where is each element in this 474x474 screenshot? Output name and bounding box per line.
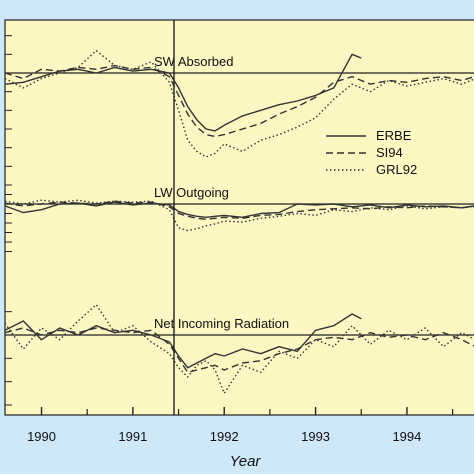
- series-line-erbe: [4, 53, 362, 132]
- series-line-si94: [4, 327, 474, 373]
- series-line-si94: [4, 200, 474, 220]
- legend: ERBE SI94 GRL92: [326, 128, 417, 177]
- x-tick-label: 1993: [301, 429, 330, 444]
- series-line-grl92: [4, 199, 474, 232]
- x-tick-label: 1990: [27, 429, 56, 444]
- x-tick-label: 1994: [392, 429, 421, 444]
- panel-3: Net Incoming Radiation: [4, 304, 474, 406]
- x-axis-title: Year: [230, 453, 262, 470]
- panel-title: SW Absorbed: [154, 54, 234, 69]
- series-line-grl92: [4, 49, 474, 158]
- x-tick-label: 1991: [118, 429, 147, 444]
- legend-label-grl92: GRL92: [376, 162, 417, 177]
- panel-2: LW Outgoing: [4, 184, 474, 252]
- legend-label-erbe: ERBE: [376, 128, 412, 143]
- legend-label-si94: SI94: [376, 145, 403, 160]
- panel-title: Net Incoming Radiation: [154, 316, 289, 331]
- x-axis: 1990 1991 1992 1993 1994: [27, 407, 454, 444]
- x-tick-label: 1992: [210, 429, 239, 444]
- panel-title: LW Outgoing: [154, 185, 229, 200]
